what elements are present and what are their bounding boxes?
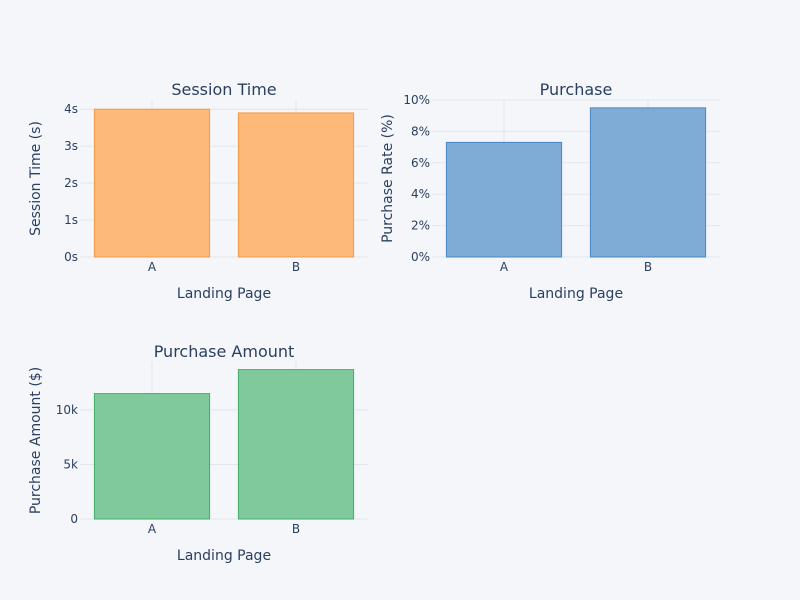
- x-tick-label: A: [148, 522, 157, 536]
- bar-B[interactable]: [237, 112, 355, 258]
- chart-title: Purchase Amount: [154, 342, 295, 361]
- x-tick-label: A: [500, 260, 509, 274]
- chart-title: Session Time: [171, 80, 276, 99]
- y-tick-label: 0: [70, 512, 78, 526]
- chart-title: Purchase: [540, 80, 613, 99]
- x-tick-label: B: [292, 522, 300, 536]
- y-tick-label: 10k: [56, 403, 78, 417]
- y-tick-label: 0s: [64, 250, 78, 264]
- x-tick-label: A: [148, 260, 157, 274]
- y-tick-label: 4s: [64, 102, 78, 116]
- bar-B[interactable]: [237, 369, 355, 520]
- x-axis-title: Landing Page: [177, 548, 271, 564]
- y-axis-title: Purchase Amount ($): [28, 367, 44, 514]
- y-tick-label: 6%: [411, 156, 430, 170]
- chart-panel-3: 0 5k 10k A B Purchase Amount Landing Page Purch…: [28, 342, 368, 564]
- bar-A[interactable]: [93, 393, 211, 520]
- bar-A[interactable]: [93, 108, 211, 258]
- bar-B[interactable]: [589, 107, 707, 258]
- x-tick-label: B: [644, 260, 652, 274]
- chart-panel-2: 0% 2% 4% 6% 8% 10% A B Purchase Landing Page Purch…: [380, 80, 720, 302]
- y-tick-label: 2s: [64, 176, 78, 190]
- y-tick-label: 10%: [403, 93, 430, 107]
- x-axis-title: Landing Page: [177, 286, 271, 302]
- y-tick-label: 4%: [411, 187, 430, 201]
- y-tick-label: 3s: [64, 139, 78, 153]
- y-tick-label: 1s: [64, 213, 78, 227]
- bar-A[interactable]: [445, 141, 563, 258]
- y-axis-title: Session Time (s): [28, 121, 44, 236]
- y-tick-label: 5k: [63, 457, 78, 471]
- y-tick-label: 2%: [411, 219, 430, 233]
- x-axis-title: Landing Page: [529, 286, 623, 302]
- y-tick-label: 0%: [411, 250, 430, 264]
- y-tick-label: 8%: [411, 124, 430, 138]
- y-axis-title: Purchase Rate (%): [380, 114, 396, 243]
- x-tick-label: B: [292, 260, 300, 274]
- chart-panel-1: 0s 1s 2s 3s 4s A B Session Time Landing Page Sess…: [28, 80, 368, 302]
